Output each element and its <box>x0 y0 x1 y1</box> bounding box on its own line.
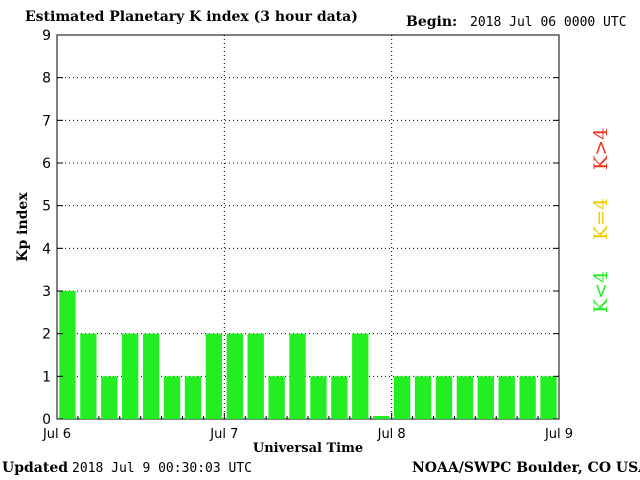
x-tick-label: Jul 7 <box>209 427 238 442</box>
y-tick-label: 2 <box>42 327 51 343</box>
legend-k-greater-4: K>4 <box>590 127 612 170</box>
y-tick-label: 3 <box>42 284 51 300</box>
y-tick-label: 8 <box>42 71 51 87</box>
plot-area <box>56 34 560 420</box>
kp-bar <box>519 376 536 419</box>
begin-value: 2018 Jul 06 0000 UTC <box>470 15 627 30</box>
x-tick-label: Jul 9 <box>544 427 573 442</box>
kp-bar <box>331 376 348 419</box>
updated-value: 2018 Jul 9 00:30:03 UTC <box>72 461 253 476</box>
y-axis-label: Kp index <box>15 192 31 262</box>
kp-bar <box>414 376 432 419</box>
x-tick-label: Jul 8 <box>377 427 406 442</box>
updated-label: Updated <box>2 460 69 476</box>
kp-bar <box>101 376 118 419</box>
kp-bar <box>393 376 411 419</box>
y-tick-label: 5 <box>42 199 51 215</box>
x-axis-label: Universal Time <box>253 441 363 456</box>
kp-bar <box>498 376 515 419</box>
y-tick-label: 4 <box>42 241 51 257</box>
kp-bar <box>477 376 494 419</box>
kp-bar <box>456 376 474 419</box>
kp-bar <box>247 333 264 419</box>
x-axis-ticks: Jul 6 Jul 7 Jul 8 Jul 9 <box>42 413 573 442</box>
kp-bar <box>205 333 223 419</box>
kp-bar <box>226 333 243 419</box>
kp-bar <box>435 376 453 419</box>
credit-text: NOAA/SWPC Boulder, CO USA <box>412 460 640 476</box>
y-tick-label: 7 <box>42 113 51 129</box>
kp-bar <box>289 333 306 419</box>
kp-bar <box>373 416 390 419</box>
y-tick-label: 0 <box>42 412 51 428</box>
kp-bar <box>59 291 76 419</box>
kp-bar <box>142 333 160 419</box>
legend-k-less-4: K<4 <box>590 270 612 313</box>
kp-bar <box>184 376 202 419</box>
y-tick-label: 1 <box>42 369 51 385</box>
y-axis-ticks: 0 1 2 3 4 5 6 7 8 9 <box>42 28 559 428</box>
y-tick-label: 9 <box>42 28 51 44</box>
kp-bar <box>80 333 97 419</box>
bars-group <box>59 291 557 419</box>
kp-bar <box>540 376 557 419</box>
grid-lines <box>57 35 559 419</box>
kp-bar <box>352 333 369 419</box>
x-tick-label: Jul 6 <box>42 427 71 442</box>
kp-bar <box>268 376 285 419</box>
legend-k-equal-4: K=4 <box>590 197 612 240</box>
begin-label: Begin: <box>406 14 458 30</box>
y-tick-label: 6 <box>42 156 51 172</box>
kp-bar <box>122 333 139 419</box>
kp-bar <box>163 376 181 419</box>
chart-title: Estimated Planetary K index (3 hour data… <box>25 9 358 25</box>
kp-bar <box>310 376 327 419</box>
